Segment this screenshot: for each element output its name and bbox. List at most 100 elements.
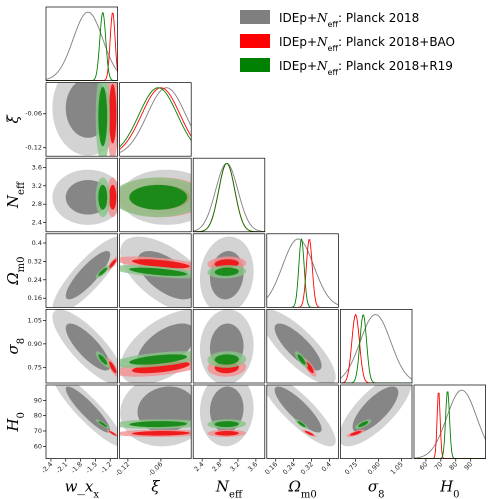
- x-tick-label: 2.8: [210, 460, 223, 473]
- marginal-curve-om-0: [266, 238, 339, 306]
- contour-1sigma-2: [297, 354, 306, 365]
- panel-wx-vs-wx: [45, 6, 118, 81]
- panel-h0-vs-om: 0.16 0.24 0.32 0.4 Ωm0: [263, 384, 339, 499]
- marginal-curve-h0-2: [414, 391, 486, 459]
- x-axis-label-neff: Neff: [215, 478, 243, 499]
- x-tick-label: 70: [433, 460, 445, 472]
- contour-1sigma-2: [98, 354, 108, 365]
- y-tick-label: 1.05: [28, 316, 42, 324]
- legend-label-0: IDEp+Neff: Planck 2018: [279, 11, 419, 29]
- marginal-curve-s8-0: [340, 314, 412, 380]
- panel-frame: [192, 384, 266, 459]
- panel-content: [340, 385, 412, 447]
- x-tick-label: 0.4: [320, 460, 333, 473]
- panel-content: [193, 162, 265, 232]
- panel-neff-vs-wx: 2.4 2.8 3.2 3.6 Neff: [4, 157, 118, 233]
- panel-content: [52, 169, 118, 225]
- x-axis-label-wx: w_xx: [65, 478, 100, 499]
- panel-frame: [192, 309, 266, 384]
- x-tick-label: 60: [418, 460, 430, 472]
- x-tick-label: 0.16: [263, 460, 279, 476]
- x-axis-label-s8: σ8: [368, 478, 385, 499]
- marginal-curve-s8-1: [340, 313, 412, 383]
- panel-background: [340, 309, 412, 383]
- panel-content: [119, 169, 192, 225]
- panel-frame: [266, 309, 339, 384]
- contour-1sigma-2: [129, 184, 188, 210]
- contour-1sigma-2: [214, 354, 239, 365]
- x-tick-label: -2.4: [40, 460, 55, 475]
- x-tick-label: 3.6: [246, 460, 259, 473]
- marginal-curve-xi-2: [119, 87, 192, 148]
- y-tick-label: 3.2: [32, 182, 42, 190]
- marginal-curve-wx-0: [46, 11, 118, 80]
- y-tick-label: 70: [34, 427, 42, 435]
- y-tick-label: 90: [34, 396, 42, 404]
- x-tick-label: 2.4: [193, 460, 206, 473]
- y-tick-label: 0.4: [32, 239, 42, 247]
- contour-1sigma-2: [98, 86, 108, 147]
- contour-1sigma-2: [129, 267, 188, 276]
- panel-content: [199, 236, 254, 308]
- legend: IDEp+Neff: Planck 2018 IDEp+Neff: Planck …: [240, 10, 455, 77]
- x-tick-label: -0.06: [147, 460, 165, 478]
- y-tick-label: 0.75: [28, 363, 42, 371]
- x-tick-label: -1.2: [99, 460, 114, 475]
- contour-1sigma-2: [214, 267, 239, 276]
- panel-frame: [45, 157, 118, 233]
- legend-swatch-2: [240, 58, 270, 72]
- contour-1sigma-1: [108, 431, 117, 436]
- panel-om-vs-neff: [192, 233, 266, 308]
- panel-content: [119, 309, 192, 383]
- panel-content: [266, 309, 336, 383]
- y-tick-label: 80: [34, 412, 42, 420]
- panels-layer: -0.12-0.06ξ2.42.83.23.6Neff0.160.240.320…: [4, 6, 486, 499]
- panel-om-vs-wx: 0.16 0.24 0.32 0.4 Ωm0: [4, 233, 118, 308]
- panel-frame: [192, 157, 266, 233]
- legend-swatch-0: [240, 10, 270, 24]
- y-tick-label: 2.4: [32, 219, 42, 227]
- panel-xi-vs-wx: -0.12 -0.06ξ: [4, 82, 118, 157]
- panel-xi-vs-xi: [119, 82, 192, 157]
- y-axis-label-xi: ξ: [4, 115, 22, 124]
- contour-1sigma-1: [108, 259, 117, 269]
- x-tick-label: 90: [463, 460, 475, 472]
- panel-frame: [266, 384, 339, 459]
- x-tick-label: 0.24: [281, 460, 297, 476]
- legend-swatch-1: [240, 34, 270, 48]
- panel-frame: [340, 309, 413, 384]
- y-tick-label: 0.24: [28, 276, 42, 284]
- y-tick-label: 0.90: [28, 340, 42, 348]
- contour-1sigma-1: [108, 84, 117, 144]
- panel-content: [52, 309, 118, 383]
- contour-1sigma-1: [108, 184, 117, 210]
- legend-label-1: IDEp+Neff: Planck 2018+BAO: [279, 35, 455, 53]
- panel-h0-vs-xi: -0.12 -0.06ξ: [114, 384, 192, 496]
- x-axis-label-om: Ωm0: [287, 478, 316, 499]
- contour-1sigma-1: [214, 431, 239, 436]
- panel-neff-vs-neff: [192, 157, 266, 233]
- contour-1sigma-2: [129, 421, 188, 428]
- panel-content: [199, 309, 254, 383]
- y-tick-label: 0.32: [28, 257, 42, 265]
- contour-1sigma-1: [349, 431, 362, 436]
- contour-1sigma-0: [274, 323, 322, 371]
- panel-frame: [119, 157, 192, 233]
- panel-content: [46, 11, 118, 81]
- panel-frame: [340, 384, 413, 459]
- panel-frame: [45, 309, 118, 384]
- panel-frame: [413, 384, 486, 459]
- panel-content: [119, 236, 192, 308]
- panel-frame: [45, 82, 118, 157]
- panel-content: [266, 385, 336, 447]
- panel-frame: [119, 309, 192, 384]
- y-tick-label: 2.8: [32, 200, 42, 208]
- panel-content: [414, 389, 486, 459]
- contour-1sigma-0: [274, 386, 322, 433]
- contour-1sigma-2: [214, 421, 239, 428]
- y-axis-label-s8: σ8: [4, 338, 27, 355]
- marginal-curve-neff-0: [193, 162, 265, 232]
- panel-frame: [119, 384, 192, 459]
- marginal-curve-xi-0: [119, 87, 192, 154]
